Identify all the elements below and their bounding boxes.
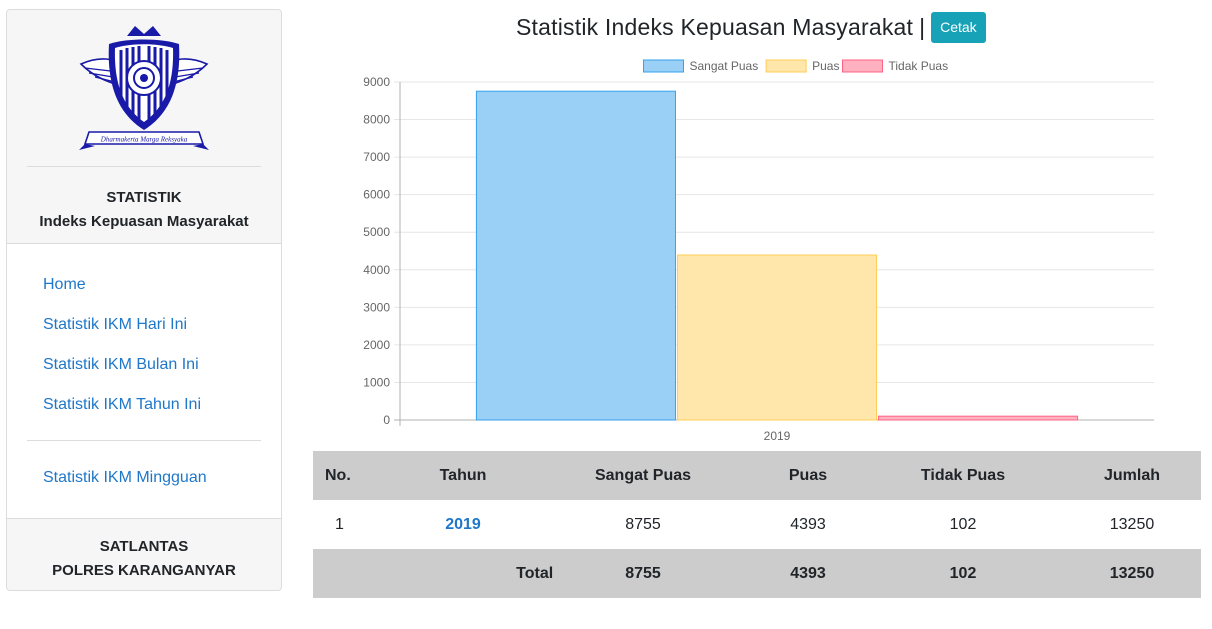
footer-line1: SATLANTAS [99,538,189,555]
bar-puas [676,254,878,421]
header-tidak-puas: Tidak Puas [863,451,1063,500]
cell-jumlah: 13250 [1109,515,1155,533]
sidebar: Dharmakerta Marga Reksyaka STATISTIK Ind… [6,9,282,591]
cell-sangat-puas: 8755 [625,515,661,533]
y-tick-label: 3000 [363,300,390,314]
page-heading: Statistik Indeks Kepuasan Masyarakat | C… [516,11,986,43]
header-tahun: Tahun [393,451,533,500]
cell-no: 1 [335,515,344,533]
legend-swatch [842,59,883,73]
y-tick-label: 1000 [363,375,390,389]
bar-tidak-puas [878,415,1079,421]
y-tick-label: 8000 [363,113,390,127]
sidebar-title-line2: Indeks Kepuasan Masyarakat [39,213,249,230]
cell-puas: 4393 [790,515,826,533]
total-puas: 4393 [753,549,863,598]
title-separator: | [919,13,926,40]
print-button[interactable]: Cetak [931,11,986,43]
footer-line2: POLRES KARANGANYAR [52,562,236,579]
bar-sangat-puas [475,90,676,421]
total-label [393,549,533,598]
sidebar-title: STATISTIK Indeks Kepuasan Masyarakat [7,186,281,234]
header-puas: Puas [753,451,863,500]
sidebar-header: Dharmakerta Marga Reksyaka STATISTIK Ind… [7,10,281,244]
year-2019-link[interactable]: 2019 [445,515,481,533]
header-no: No. [313,451,393,500]
table-header-row: No. Tahun Sangat Puas Puas Tidak Puas Ju… [313,451,1201,500]
sidebar-divider [27,166,261,167]
y-tick-label: 2000 [363,338,390,352]
header-jumlah: Jumlah [1063,451,1201,500]
page-title: Statistik Indeks Kepuasan Masyarakat [516,13,914,40]
total-label-text: Total [516,564,554,582]
total-sangat-puas-value: 8755 [625,564,661,582]
table-total-row: Total 8755 4393 102 13250 [313,549,1201,598]
police-emblem-logo: Dharmakerta Marga Reksyaka [79,26,209,150]
legend-swatch [765,59,807,73]
y-tick-label: 7000 [363,150,390,164]
sidebar-title-line1: STATISTIK [106,189,182,206]
legend-label: Tidak Puas [889,59,949,73]
x-tick-label: 2019 [764,429,791,443]
sidebar-nav-divider [27,440,261,441]
cell-tidak-puas: 102 [949,515,977,533]
y-tick-label: 9000 [363,75,390,89]
logo-motto: Dharmakerta Marga Reksyaka [100,136,188,144]
nav-ikm-year-link[interactable]: Statistik IKM Tahun Ini [43,396,201,413]
nav-ikm-weekly-link[interactable]: Statistik IKM Mingguan [43,469,207,486]
table-row: 1 2019 8755 4393 102 13250 [313,500,1201,549]
satisfaction-bar-chart: 0 1000 2000 3000 4000 5000 6000 7000 8000 9000 201… [363,59,1154,443]
total-tidak-puas: 102 [863,549,1063,598]
sidebar-footer: SATLANTAS POLRES KARANGANYAR [7,518,281,590]
y-tick-label: 0 [383,413,390,427]
nav-home-link[interactable]: Home [43,276,86,293]
nav-ikm-month-link[interactable]: Statistik IKM Bulan Ini [43,356,199,373]
y-tick-label: 4000 [363,263,390,277]
nav-ikm-today-link[interactable]: Statistik IKM Hari Ini [43,316,188,333]
y-tick-label: 6000 [363,188,390,202]
total-sangat-puas: Total 8755 [516,549,753,598]
header-sangat-puas: Sangat Puas [533,451,753,500]
total-jumlah: 13250 [1063,549,1201,598]
legend-label: Sangat Puas [690,59,759,73]
ikm-data-table: No. Tahun Sangat Puas Puas Tidak Puas Ju… [313,451,1201,598]
y-tick-label: 5000 [363,225,390,239]
total-empty-cell [313,549,393,598]
cell-tahun: 2019 [393,500,533,549]
legend-swatch [643,59,684,73]
legend-label: Puas [812,59,839,73]
